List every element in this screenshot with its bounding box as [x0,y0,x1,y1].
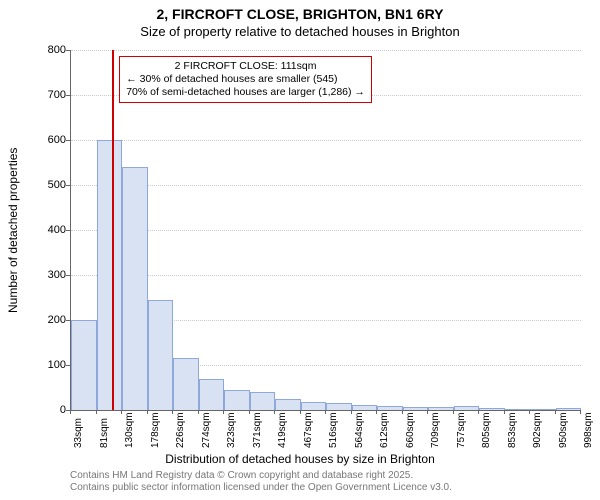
histogram-bar [148,300,174,410]
x-tick [198,410,199,414]
histogram-bar [97,140,123,410]
annotation-line: 70% of semi-detached houses are larger (… [126,86,365,99]
histogram-bar [403,407,429,410]
x-tick [529,410,530,414]
x-tick-label: 516sqm [328,412,339,448]
x-tick [147,410,148,414]
x-tick-label: 467sqm [303,412,314,448]
x-tick-label: 709sqm [430,412,441,448]
x-tick-label: 274sqm [201,412,212,448]
x-tick-label: 178sqm [150,412,161,448]
histogram-bar [301,402,327,410]
gridline [71,185,581,186]
x-tick [478,410,479,414]
x-tick-label: 419sqm [277,412,288,448]
x-tick [121,410,122,414]
x-axis-label: Distribution of detached houses by size … [0,452,600,466]
annotation-line: ← 30% of detached houses are smaller (54… [126,73,365,86]
y-tick-label: 0 [26,404,66,416]
x-tick [96,410,97,414]
x-tick [274,410,275,414]
y-tick [66,50,70,51]
histogram-bar [224,390,250,410]
annotation-line: 2 FIRCROFT CLOSE: 111sqm [126,60,365,73]
histogram-bar [479,408,505,410]
reference-line [112,50,114,410]
plot-area [70,50,581,411]
y-tick-label: 500 [26,179,66,191]
gridline [71,50,581,51]
histogram-bar [199,379,225,411]
x-tick-label: 950sqm [558,412,569,448]
y-tick-label: 400 [26,224,66,236]
y-tick [66,365,70,366]
x-tick [376,410,377,414]
x-tick [453,410,454,414]
x-tick-label: 81sqm [99,418,110,448]
y-tick [66,140,70,141]
footer-line: Contains public sector information licen… [70,482,452,494]
histogram-bar [530,409,556,410]
histogram-bar [556,408,582,410]
x-tick-label: 998sqm [583,412,594,448]
histogram-bar [352,405,378,410]
y-tick [66,230,70,231]
y-tick [66,320,70,321]
histogram-bar [505,409,531,410]
gridline [71,230,581,231]
histogram-bar [326,403,352,410]
x-tick-label: 564sqm [354,412,365,448]
x-tick [70,410,71,414]
y-tick-label: 700 [26,89,66,101]
x-tick-label: 130sqm [124,412,135,448]
x-tick-label: 226sqm [175,412,186,448]
x-tick [427,410,428,414]
annotation-box: 2 FIRCROFT CLOSE: 111sqm← 30% of detache… [119,56,372,103]
x-tick-label: 902sqm [532,412,543,448]
x-tick [325,410,326,414]
x-tick-label: 660sqm [405,412,416,448]
y-tick-label: 300 [26,269,66,281]
x-tick [580,410,581,414]
histogram-bar [250,392,276,410]
y-tick-label: 800 [26,44,66,56]
x-tick [504,410,505,414]
y-tick-label: 600 [26,134,66,146]
x-tick-label: 323sqm [226,412,237,448]
histogram-bar [428,407,454,410]
x-tick [555,410,556,414]
histogram-bar [275,399,301,410]
x-tick [223,410,224,414]
footer-line: Contains HM Land Registry data © Crown c… [70,470,452,482]
y-axis-label: Number of detached properties [6,147,20,312]
x-tick [402,410,403,414]
y-tick [66,185,70,186]
y-tick [66,95,70,96]
histogram-bar [173,358,199,410]
x-tick [249,410,250,414]
chart-subtitle: Size of property relative to detached ho… [0,24,600,39]
histogram-bar [122,167,148,410]
gridline [71,275,581,276]
gridline [71,140,581,141]
y-tick-label: 100 [26,359,66,371]
histogram-bar [377,406,403,411]
histogram-bar [454,406,480,411]
y-tick-label: 200 [26,314,66,326]
x-tick [300,410,301,414]
x-tick-label: 805sqm [481,412,492,448]
x-tick-label: 371sqm [252,412,263,448]
x-tick-label: 853sqm [507,412,518,448]
y-tick [66,275,70,276]
x-tick [172,410,173,414]
x-tick [351,410,352,414]
x-tick-label: 612sqm [379,412,390,448]
x-tick-label: 757sqm [456,412,467,448]
x-tick-label: 33sqm [73,418,84,448]
histogram-bar [71,320,97,410]
chart-container: 2, FIRCROFT CLOSE, BRIGHTON, BN1 6RY Siz… [0,0,600,500]
chart-title: 2, FIRCROFT CLOSE, BRIGHTON, BN1 6RY [0,6,600,22]
footer-attribution: Contains HM Land Registry data © Crown c… [70,470,452,494]
